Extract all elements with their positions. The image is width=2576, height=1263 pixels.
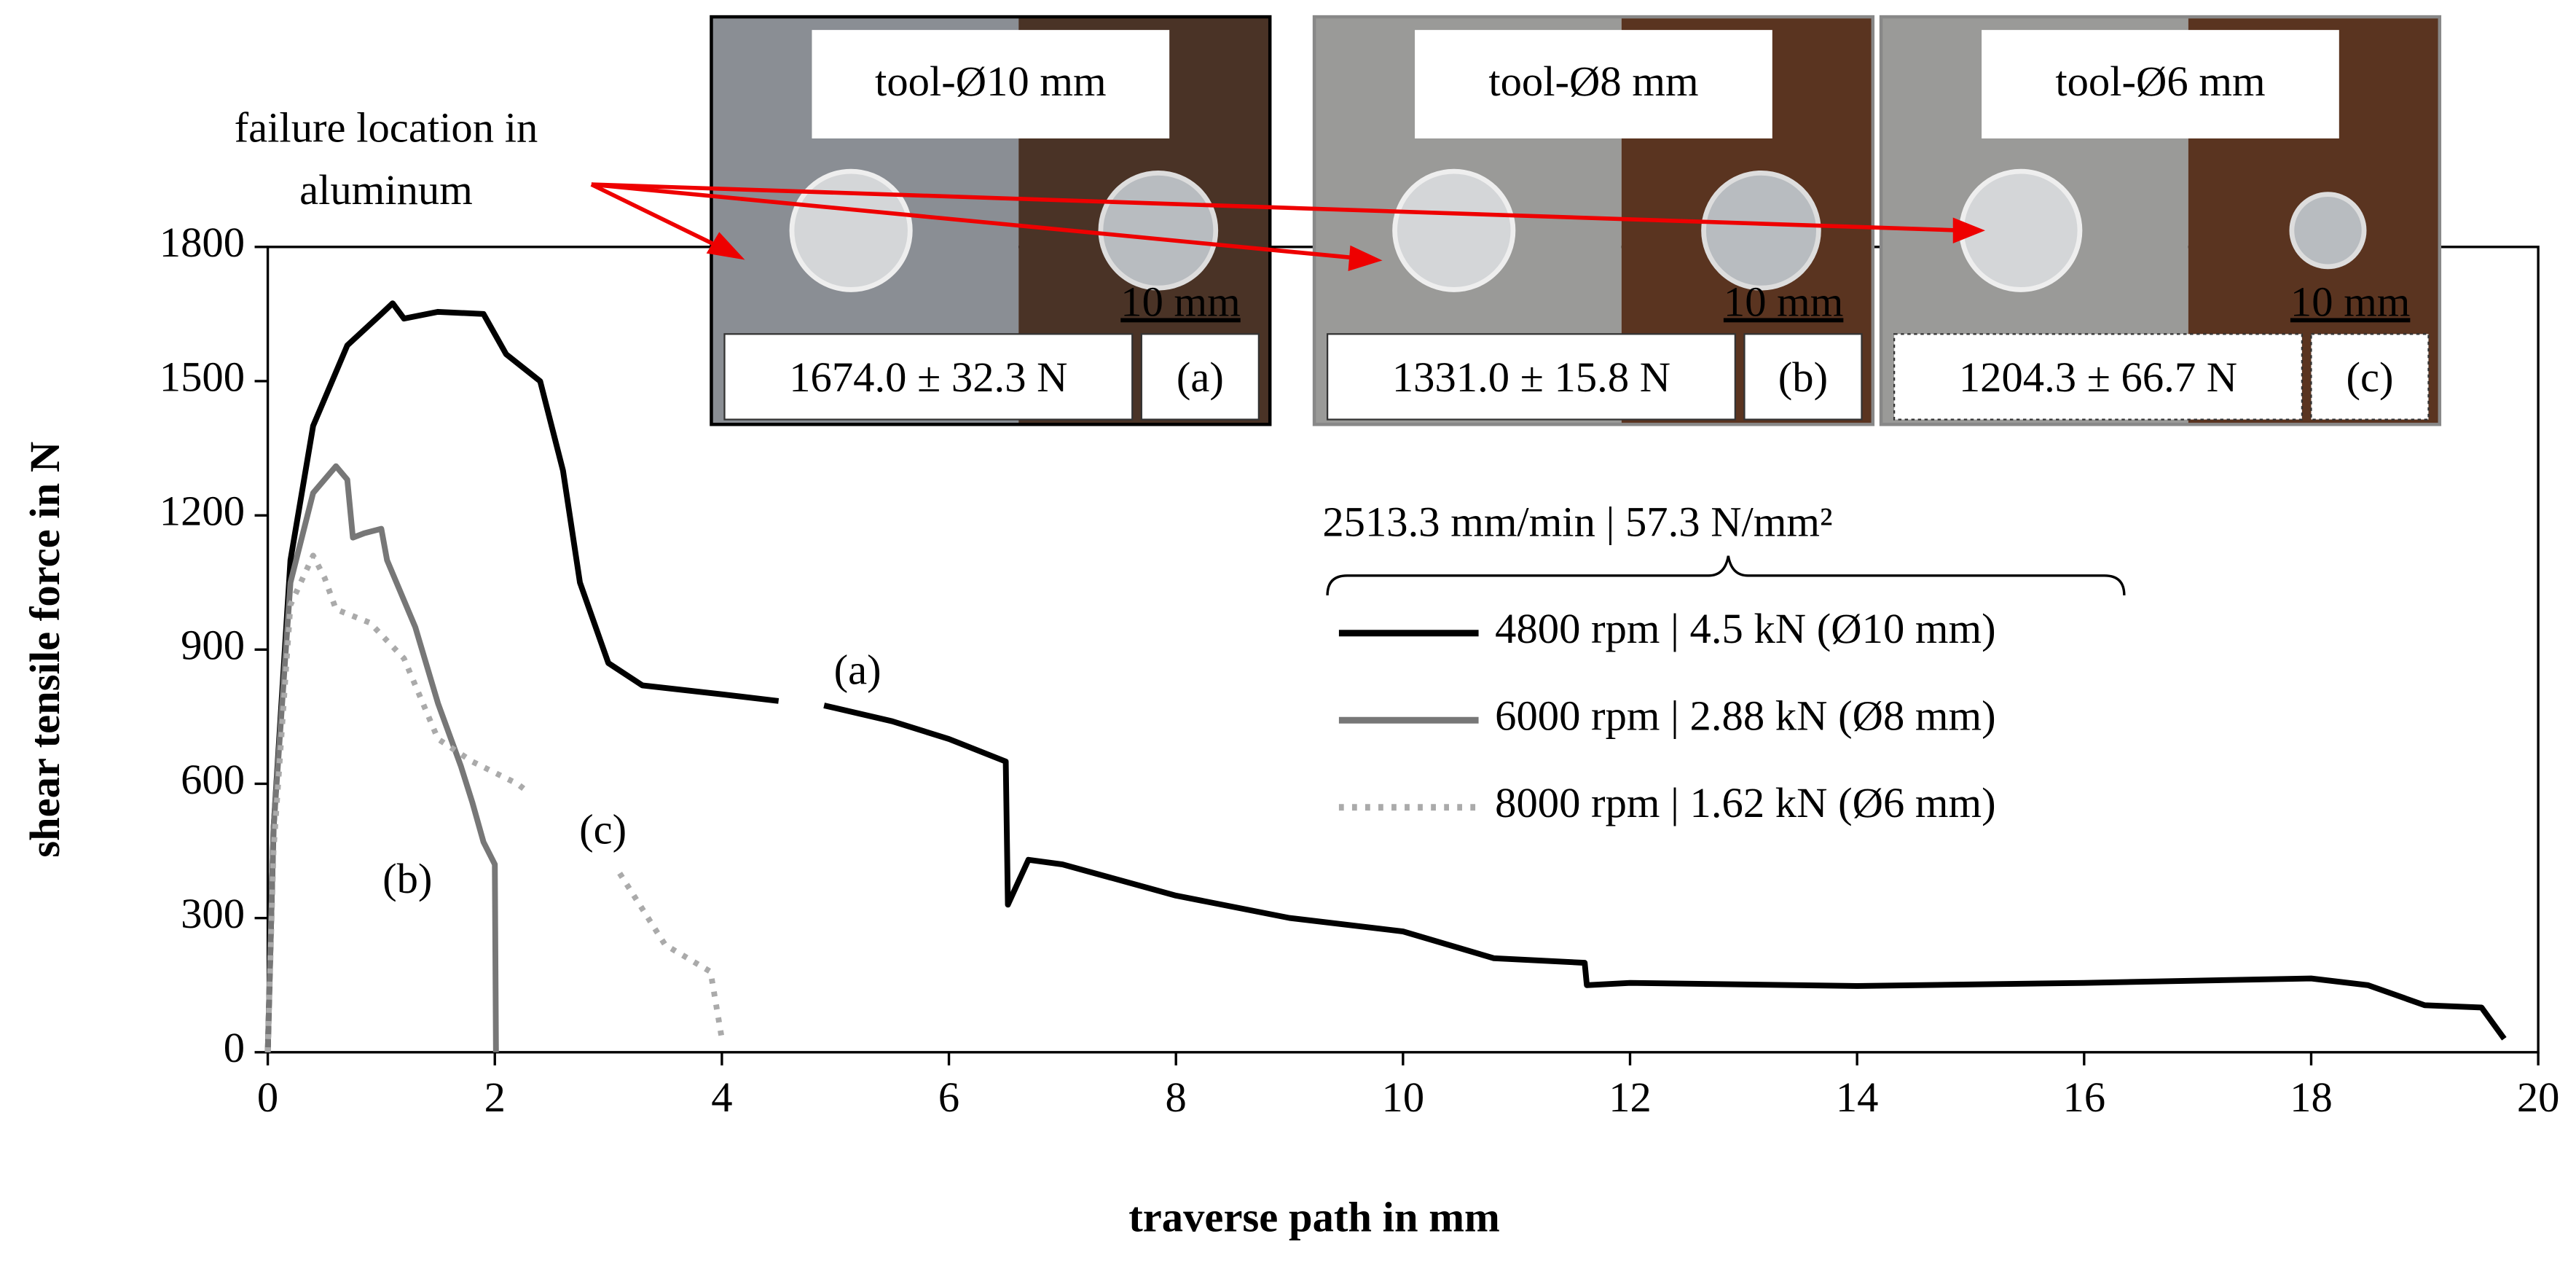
arrowhead [706,232,745,260]
series-label: (a) [834,646,881,694]
inset-force: 1674.0 ± 32.3 N [789,353,1067,401]
legend-label: 8000 rpm | 1.62 kN (Ø6 mm) [1495,779,1995,826]
arrow [590,182,727,252]
inset-title-box [812,30,1170,138]
legend-label: 4800 rpm | 4.5 kN (Ø10 mm) [1495,605,1995,652]
x-tick-label: 16 [2063,1074,2106,1121]
x-tick-label: 10 [1382,1074,1425,1121]
x-tick-label: 4 [711,1074,732,1121]
series-label: (b) [382,855,432,902]
inset-scale: 10 mm [1120,278,1240,325]
x-tick-label: 6 [938,1074,959,1121]
inset-title: tool-Ø6 mm [2055,58,2265,105]
x-tick-label: 14 [1836,1074,1879,1121]
inset-frame [710,15,1272,426]
x-axis-label: traverse path in mm [1128,1194,1500,1241]
series-line [264,552,725,1052]
inset-title: tool-Ø10 mm [875,58,1107,105]
x-tick-label: 0 [257,1074,278,1121]
y-tick-label: 600 [181,756,245,803]
inset-title-box [1982,30,2339,138]
inset-label: (a) [1177,353,1224,401]
y-tick-label: 1500 [160,353,245,400]
annotation: failure location in [235,103,538,151]
inset-label-box [1140,333,1260,421]
x-tick-label: 2 [484,1074,506,1121]
inset-force: 1204.3 ± 66.7 N [1959,353,2237,401]
inset-weld [2289,192,2367,270]
inset-label: (b) [1778,353,1828,401]
legend-title: 2513.3 mm/min | 57.3 N/mm² [1322,498,1832,546]
arrow [591,182,1963,233]
x-tick-label: 8 [1166,1074,1187,1121]
series-line [264,463,499,1052]
series-label: (c) [579,805,627,853]
inset-weld [1098,170,1219,291]
y-tick-label: 1200 [160,488,245,535]
y-axis-label: shear tensile force in N [21,442,68,858]
annotation: aluminum [299,166,473,214]
inset-label-box [2310,333,2430,421]
inset-title-box [1415,30,1772,138]
arrow [591,182,1361,261]
inset-frame [1312,15,1875,426]
inset-weld [1392,168,1516,292]
y-tick-label: 1800 [160,219,245,266]
arrows [590,182,1985,272]
x-tick-label: 18 [2290,1074,2333,1121]
inset-label-box [1743,333,1863,421]
y-tick-label: 300 [181,890,245,937]
inset-force-box [1893,333,2303,421]
inset-label: (c) [2346,353,2393,401]
inset-weld [789,168,913,292]
y-tick-label: 0 [224,1024,245,1071]
legend-label: 6000 rpm | 2.88 kN (Ø8 mm) [1495,692,1995,740]
inset-force-box [1326,333,1736,421]
inset-scale: 10 mm [1724,278,1843,325]
x-tick-label: 20 [2517,1074,2560,1121]
inset-force-box [723,333,1134,421]
x-tick-label: 12 [1609,1074,1652,1121]
legend-brace [1326,555,2126,595]
series-line [264,300,2507,1052]
inset-force: 1331.0 ± 15.8 N [1392,353,1670,401]
insets: tool-Ø10 mm 10 mm 1674.0 ± 32.3 N (a) tool-Ø… [710,15,2442,426]
arrowhead [1348,245,1383,272]
y-tick-label: 900 [181,622,245,669]
inset-scale: 10 mm [2290,278,2410,325]
arrowhead [1952,217,1985,243]
inset-weld [1701,170,1821,291]
inset-frame [1879,15,2442,426]
inset-title: tool-Ø8 mm [1488,58,1698,105]
